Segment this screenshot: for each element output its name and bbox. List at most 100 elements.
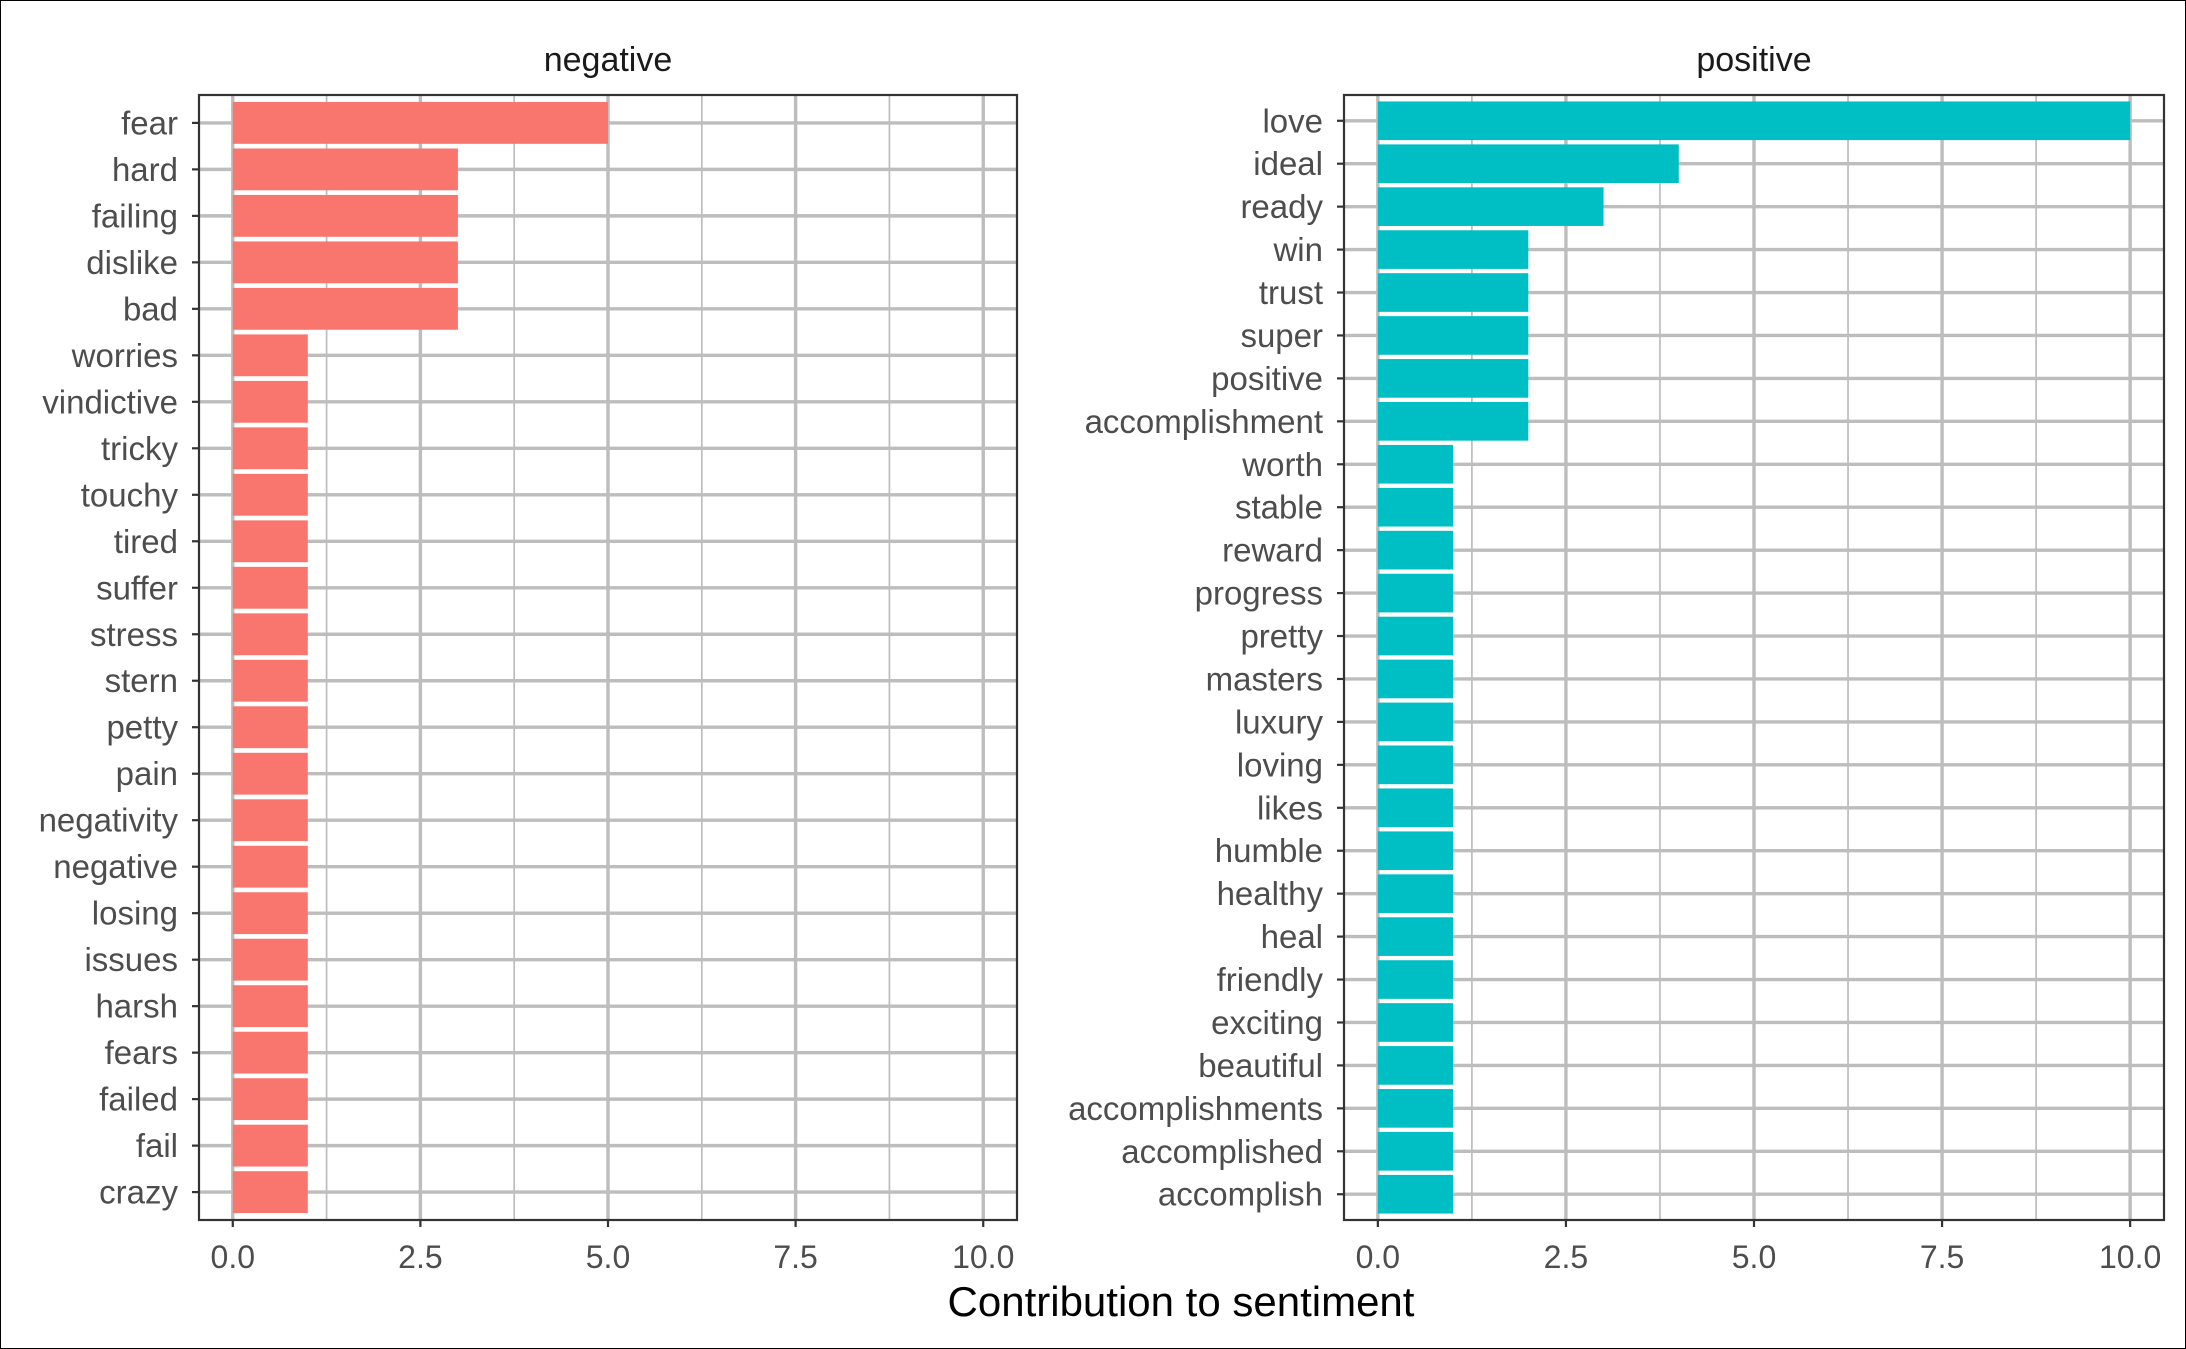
category-label: stable	[1235, 489, 1323, 526]
bar-win	[1377, 230, 1529, 269]
bar-stress	[232, 613, 308, 656]
panel-border	[197, 93, 1019, 1222]
bar-dislike	[232, 241, 458, 284]
panel-positive: positive love ideal ready win trust super posit…	[1068, 41, 2166, 1275]
category-label: masters	[1206, 660, 1323, 697]
bar-worries	[232, 334, 308, 377]
bar-heal	[1377, 917, 1454, 956]
x-tick-label: 5.0	[586, 1239, 630, 1275]
bar-losing	[232, 892, 308, 935]
x-tick-label: 7.5	[1920, 1239, 1964, 1275]
bar-bad	[232, 287, 458, 330]
bar-touchy	[232, 473, 308, 516]
category-label: accomplish	[1158, 1176, 1323, 1213]
category-label: petty	[106, 709, 178, 746]
bar-progress	[1377, 573, 1454, 613]
category-label: accomplishments	[1068, 1090, 1323, 1127]
x-tick-label: 2.5	[398, 1239, 442, 1275]
category-label: tired	[114, 523, 178, 560]
bar-fail	[232, 1124, 308, 1167]
bar-negative	[232, 845, 308, 888]
category-label: exciting	[1211, 1004, 1323, 1041]
bar-petty	[232, 706, 308, 749]
panel-title: positive	[1696, 41, 1811, 79]
bar-friendly	[1377, 960, 1454, 999]
category-label: friendly	[1217, 961, 1324, 998]
x-tick-label: 10.0	[952, 1239, 1014, 1275]
category-label: pain	[116, 755, 178, 792]
bar-failing	[232, 194, 458, 237]
category-label: ready	[1240, 188, 1323, 225]
category-label: fail	[136, 1127, 178, 1164]
category-label: luxury	[1235, 703, 1324, 740]
bar-likes	[1377, 788, 1454, 828]
bar-positive	[1377, 359, 1529, 398]
category-label: vindictive	[42, 383, 178, 420]
panel-negative: negative fear hard failing dislike bad worries…	[39, 41, 1019, 1275]
bar-accomplishments	[1377, 1089, 1454, 1128]
x-axis-title: Contribution to sentiment	[948, 1278, 1415, 1325]
category-label: failed	[99, 1081, 178, 1118]
bar-worth	[1377, 444, 1454, 484]
category-label: fear	[121, 104, 178, 141]
category-label: tricky	[101, 430, 178, 467]
category-label: beautiful	[1198, 1047, 1323, 1084]
x-tick-label: 2.5	[1544, 1239, 1588, 1275]
category-label: suffer	[96, 569, 178, 606]
bar-failed	[232, 1078, 308, 1121]
category-label: loving	[1237, 746, 1323, 783]
bar-reward	[1377, 530, 1454, 570]
category-label: harsh	[95, 988, 178, 1025]
category-label: healthy	[1217, 875, 1324, 912]
bar-exciting	[1377, 1003, 1454, 1042]
x-tick-label: 5.0	[1732, 1239, 1776, 1275]
x-tick-label: 10.0	[2099, 1239, 2161, 1275]
category-label: positive	[1211, 360, 1323, 397]
bar-ready	[1377, 187, 1604, 226]
category-label: dislike	[86, 244, 178, 281]
bar-pretty	[1377, 616, 1454, 656]
category-label: crazy	[99, 1174, 178, 1211]
bar-tired	[232, 520, 308, 563]
bar-negativity	[232, 799, 308, 842]
category-label: negative	[53, 848, 178, 885]
bar-masters	[1377, 659, 1454, 699]
category-label: heal	[1261, 918, 1323, 955]
bar-super	[1377, 316, 1529, 355]
x-tick-label: 0.0	[211, 1239, 255, 1275]
category-label: win	[1272, 231, 1323, 268]
category-label: bad	[123, 290, 178, 327]
category-label: negativity	[39, 802, 179, 839]
category-label: trust	[1259, 274, 1323, 311]
bar-fears	[232, 1031, 308, 1074]
bar-loving	[1377, 745, 1454, 785]
category-label: losing	[92, 895, 178, 932]
category-label: failing	[92, 197, 178, 234]
category-label: fears	[105, 1034, 178, 1071]
category-label: humble	[1215, 832, 1323, 869]
category-label: issues	[84, 941, 178, 978]
bar-accomplished	[1377, 1131, 1454, 1171]
category-label: stern	[105, 662, 178, 699]
bar-stern	[232, 659, 308, 702]
category-label: worth	[1241, 446, 1323, 483]
bar-beautiful	[1377, 1046, 1454, 1085]
category-label: love	[1262, 102, 1323, 139]
panel-title: negative	[544, 41, 673, 79]
bar-trust	[1377, 273, 1529, 312]
category-label: worries	[71, 337, 178, 374]
bar-accomplishment	[1377, 402, 1529, 441]
bar-humble	[1377, 831, 1454, 871]
bar-harsh	[232, 985, 308, 1028]
bar-stable	[1377, 487, 1454, 527]
category-label: pretty	[1240, 618, 1323, 655]
category-label: stress	[90, 616, 178, 653]
category-label: reward	[1222, 532, 1323, 569]
category-label: super	[1240, 317, 1323, 354]
bar-tricky	[232, 427, 308, 470]
bar-healthy	[1377, 874, 1454, 913]
bar-crazy	[232, 1171, 308, 1214]
x-tick-label: 7.5	[773, 1239, 817, 1275]
